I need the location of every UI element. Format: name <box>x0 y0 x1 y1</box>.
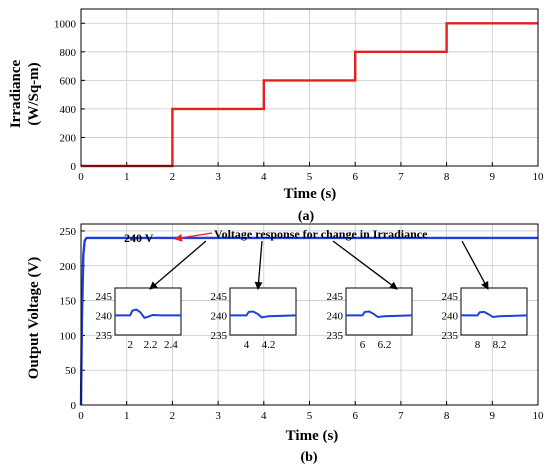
irradiance-x-tick-label: 8 <box>444 171 450 183</box>
zoom-inset-x-tick-label: 2.2 <box>144 339 158 351</box>
zoom-inset-y-tick-label: 235 <box>327 330 344 342</box>
irradiance-y-axis-label-line2: (W/Sq-m) <box>26 62 42 125</box>
zoom-inset-y-tick-label: 240 <box>442 310 459 322</box>
callout-arrow <box>332 240 398 290</box>
zoom-inset-y-tick-label: 245 <box>442 291 459 303</box>
voltage-x-tick-label: 4 <box>261 410 267 422</box>
voltage-y-tick-label: 150 <box>60 296 77 308</box>
zoom-inset-y-tick-label: 245 <box>96 291 113 303</box>
irradiance-y-tick-label: 1000 <box>54 18 77 30</box>
irradiance-x-tick-label: 9 <box>490 171 496 183</box>
zoom-inset-y-tick-label: 245 <box>211 291 228 303</box>
zoom-inset-frame <box>229 287 297 336</box>
voltage-x-tick-label: 5 <box>307 410 313 422</box>
irradiance-chart: 0 1 2 3 4 5 6 7 8 9 10 0 200 400 600 800 1000 Irradiance… <box>8 8 544 224</box>
callout-arrow <box>254 240 263 290</box>
irradiance-x-tick-label: 4 <box>261 171 267 183</box>
zoom-inset-line <box>346 310 413 319</box>
irradiance-x-axis-label: Time (s) <box>284 186 337 202</box>
zoom-inset-y-tick-label: 235 <box>442 330 459 342</box>
zoom-inset: 235 240 245 8 8.2 <box>442 287 528 351</box>
voltage-x-tick-label: 1 <box>124 410 130 422</box>
zoom-inset-frame <box>345 287 413 336</box>
irradiance-y-tick-label: 600 <box>60 75 77 87</box>
zoom-inset-x-tick-label: 2.4 <box>164 339 178 351</box>
voltage-plot-frame <box>80 223 539 406</box>
voltage-x-tick-label: 3 <box>215 410 221 422</box>
voltage-x-axis-label: Time (s) <box>286 428 339 444</box>
zoom-inset-frame <box>460 287 528 336</box>
zoom-inset-y-tick-label: 240 <box>327 310 344 322</box>
voltage-x-tick-label: 8 <box>444 410 450 422</box>
voltage-y-tick-label: 50 <box>65 365 77 377</box>
zoom-inset-y-tick-label: 245 <box>327 291 344 303</box>
panel-label-b: (b) <box>300 450 317 465</box>
voltage-y-axis-label: Output Voltage (V) <box>26 257 42 380</box>
voltage-series <box>79 236 538 406</box>
irradiance-y-tick-label: 0 <box>71 161 77 173</box>
zoom-inset-line <box>115 308 181 319</box>
irradiance-y-tick-label: 200 <box>60 132 77 144</box>
zoom-inset-x-tick-label: 8 <box>475 339 481 351</box>
irradiance-x-tick-label: 10 <box>533 171 545 183</box>
voltage-x-tick-label: 0 <box>78 410 84 422</box>
zoom-inset-y-tick-label: 240 <box>96 310 113 322</box>
irradiance-y-tick-label: 400 <box>60 104 77 116</box>
red-pointer-arrow <box>174 232 213 242</box>
voltage-y-tick-label: 200 <box>60 261 77 273</box>
callout-arrows <box>149 232 489 290</box>
irradiance-y-axis-label-line1: Irradiance <box>8 60 24 129</box>
zoom-inset-x-tick-label: 8.2 <box>493 339 507 351</box>
zoom-inset-y-tick-label: 240 <box>211 310 228 322</box>
irradiance-x-tick-label: 2 <box>170 171 176 183</box>
irradiance-plot-frame <box>80 8 539 167</box>
irradiance-series <box>81 22 538 168</box>
irradiance-x-tick-label: 6 <box>352 171 358 183</box>
irradiance-x-tick-label: 1 <box>124 171 130 183</box>
zoom-inset-x-tick-label: 2 <box>127 339 133 351</box>
callout-arrow <box>461 240 489 290</box>
zoom-insets: 235 240 245 2 2.2 2.4 235 240 245 4 4.2 235 240 245 6 6… <box>96 287 528 351</box>
voltage-x-tick-label: 7 <box>398 410 404 422</box>
zoom-inset: 235 240 245 2 2.2 2.4 <box>96 287 182 351</box>
zoom-inset-x-tick-label: 6.2 <box>378 339 392 351</box>
irradiance-y-tick-label: 800 <box>60 47 77 59</box>
irradiance-tick-labels: 0 1 2 3 4 5 6 7 8 9 10 0 200 400 600 800 1000 <box>54 18 544 183</box>
voltage-x-tick-label: 6 <box>352 410 358 422</box>
voltage-x-tick-label: 9 <box>490 410 496 422</box>
voltage-y-tick-label: 100 <box>60 330 77 342</box>
zoom-inset-x-tick-label: 4.2 <box>262 339 276 351</box>
voltage-y-tick-label: 0 <box>71 400 77 412</box>
zoom-inset-x-tick-label: 4 <box>244 339 250 351</box>
panel-label-a: (a) <box>298 209 315 224</box>
zoom-inset-x-tick-label: 6 <box>360 339 366 351</box>
voltage-callout-text: Voltage response for change in Irradianc… <box>214 227 428 241</box>
zoom-inset-frame <box>114 287 182 336</box>
zoom-inset: 235 240 245 4 4.2 <box>211 287 297 351</box>
irradiance-grid <box>80 9 539 167</box>
voltage-line <box>79 236 538 406</box>
zoom-inset-line <box>230 310 297 319</box>
irradiance-x-tick-label: 3 <box>215 171 221 183</box>
irradiance-line <box>81 22 538 168</box>
zoom-inset-y-tick-label: 235 <box>211 330 228 342</box>
voltage-x-tick-label: 10 <box>533 410 545 422</box>
irradiance-x-tick-label: 0 <box>78 171 84 183</box>
voltage-value-annotation: 240 V <box>124 231 154 245</box>
zoom-inset-line <box>461 310 528 319</box>
irradiance-x-tick-label: 5 <box>307 171 313 183</box>
voltage-x-tick-label: 2 <box>170 410 176 422</box>
zoom-inset-y-tick-label: 235 <box>96 330 113 342</box>
zoom-inset: 235 240 245 6 6.2 <box>327 287 413 351</box>
irradiance-x-tick-label: 7 <box>398 171 404 183</box>
callout-arrow <box>149 240 207 290</box>
voltage-y-tick-label: 250 <box>60 226 77 238</box>
